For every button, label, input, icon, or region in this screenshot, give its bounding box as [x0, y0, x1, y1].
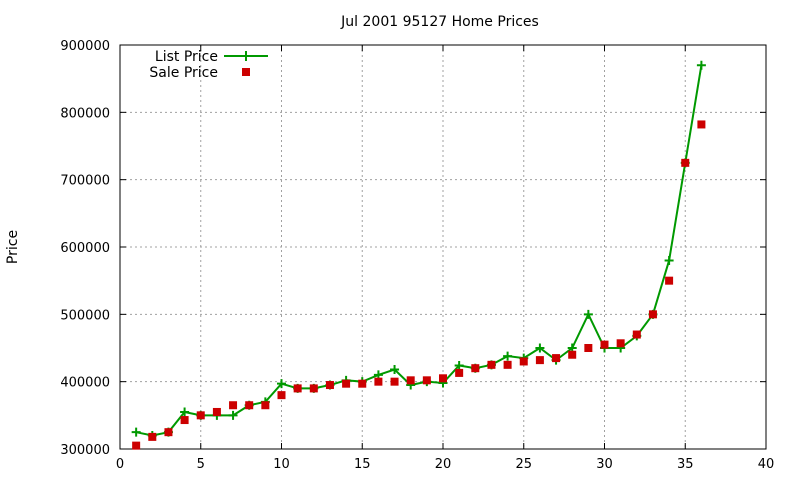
sale-price-point: [132, 441, 141, 450]
sale-price-point: [148, 432, 157, 441]
y-tick-label: 600000: [60, 241, 110, 256]
y-tick-label: 800000: [60, 106, 110, 121]
grid: [120, 45, 766, 449]
sale-price-point: [697, 120, 706, 129]
sale-price-point: [471, 364, 480, 373]
sale-price-point: [439, 374, 447, 383]
y-tick-label: 900000: [60, 39, 110, 54]
sale-price-point: [358, 379, 367, 388]
sale-price-point: [681, 158, 690, 167]
sale-price-point: [196, 411, 205, 420]
x-tick-label: 25: [515, 457, 532, 472]
x-tick-label: 15: [354, 457, 371, 472]
sale-price-point: [325, 381, 334, 390]
list-price-point: [696, 60, 706, 70]
sale-price-point: [342, 379, 351, 388]
sale-price-point: [665, 276, 674, 285]
sale-price-point: [519, 357, 528, 366]
list-price-point: [583, 309, 593, 319]
sale-price-point: [245, 401, 254, 410]
sale-price-point: [277, 391, 286, 400]
sale-price-point: [503, 360, 512, 369]
list-price-point: [228, 410, 238, 420]
list-price-point: [664, 255, 674, 265]
x-tick-label: 40: [758, 457, 775, 472]
list-price-line: [135, 65, 703, 437]
sale-price-point: [293, 384, 302, 393]
sale-price-point: [455, 368, 464, 377]
list-price-point: [277, 379, 286, 389]
list-price-point: [131, 427, 141, 437]
list-price-point: [390, 365, 400, 375]
x-tick-label: 10: [273, 457, 290, 472]
list-price-point: [535, 343, 545, 353]
sale-price-point: [422, 376, 431, 385]
list-price-point: [180, 407, 190, 417]
y-tick-label: 300000: [60, 443, 110, 458]
sale-price-point: [261, 401, 270, 410]
sale-price-point: [212, 407, 221, 416]
x-tick-label: 30: [596, 457, 613, 472]
sale-price-point: [390, 377, 399, 386]
sale-price-point: [600, 340, 609, 349]
sale-price-point: [487, 360, 496, 369]
legend-marker-sale-price: [242, 68, 250, 76]
x-tick-label: 5: [197, 457, 205, 472]
y-tick-label: 500000: [60, 308, 110, 323]
axis-ticks: 0 5 10 15 20 25 30 35 40 300000 400000 500000 600000…: [60, 39, 774, 472]
x-tick-label: 0: [116, 457, 124, 472]
legend-marker-list-price: [241, 51, 251, 61]
sale-price-point: [568, 350, 577, 359]
y-tick-label: 700000: [60, 174, 110, 189]
sale-price-point: [229, 401, 238, 410]
legend-label-list-price: List Price: [155, 49, 218, 65]
y-axis-label: Price: [5, 230, 21, 264]
y-tick-label: 400000: [60, 376, 110, 391]
sale-price-point: [616, 339, 625, 348]
sale-price-point: [648, 310, 657, 319]
sale-price-point: [552, 354, 561, 363]
sale-price-point: [406, 376, 415, 385]
legend-label-sale-price: Sale Price: [149, 65, 218, 81]
sale-price-point: [374, 377, 383, 386]
sale-price-point: [180, 416, 189, 425]
list-price-point: [454, 361, 464, 371]
sale-price-point: [309, 384, 318, 393]
legend: List Price Sale Price: [149, 49, 268, 81]
series: [131, 60, 706, 450]
x-tick-label: 20: [435, 457, 452, 472]
sale-price-point: [632, 330, 641, 339]
x-tick-label: 35: [677, 457, 694, 472]
sale-price-point: [584, 344, 593, 352]
sale-price-point: [535, 356, 544, 365]
sale-price-point: [164, 428, 173, 437]
chart-title: Jul 2001 95127 Home Prices: [340, 14, 539, 30]
list-price-point: [503, 351, 513, 361]
